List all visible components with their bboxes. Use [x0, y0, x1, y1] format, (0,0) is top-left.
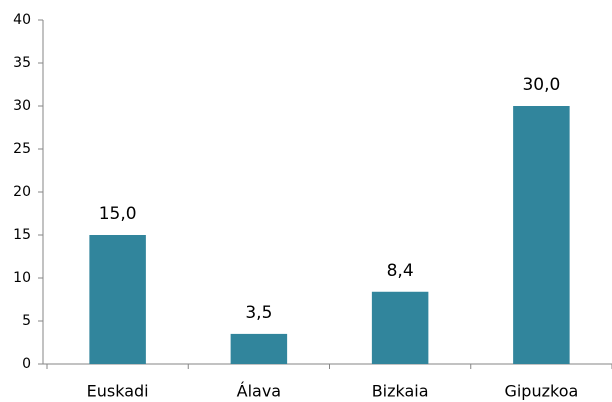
y-tick-label: 0	[22, 356, 31, 372]
x-tick-label: Bizkaia	[372, 382, 429, 401]
y-tick-label: 10	[13, 270, 31, 286]
data-label: 15,0	[99, 204, 137, 224]
y-tick-label: 15	[13, 227, 31, 243]
bar	[89, 235, 146, 364]
bar	[230, 333, 288, 364]
bar	[513, 106, 570, 364]
y-tick-label: 25	[13, 141, 31, 157]
x-tick-label: Gipuzkoa	[504, 382, 578, 401]
x-tick-label: Euskadi	[87, 382, 149, 401]
x-tick-label: Álava	[237, 382, 281, 401]
bar	[371, 291, 429, 364]
y-tick-label: 30	[13, 98, 31, 114]
data-label: 3,5	[245, 303, 272, 323]
data-label: 8,4	[387, 261, 414, 281]
y-tick-label: 40	[13, 12, 31, 28]
y-tick-label: 5	[22, 313, 31, 329]
data-label: 30,0	[522, 75, 560, 95]
y-tick-label: 35	[13, 55, 31, 71]
y-tick-label: 20	[13, 184, 31, 200]
